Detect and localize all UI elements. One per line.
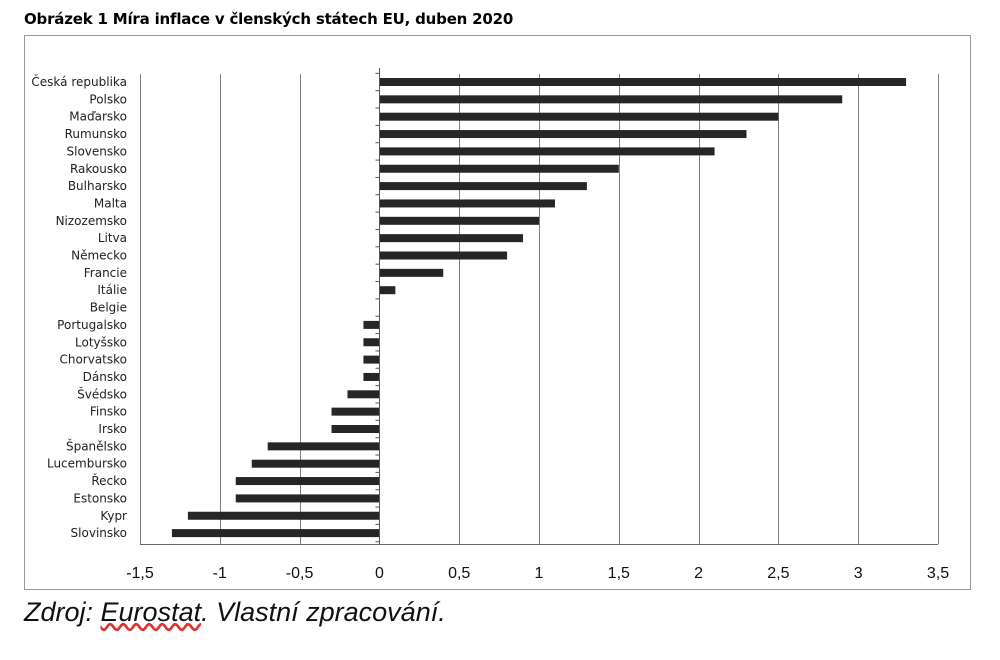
bar xyxy=(235,477,380,486)
category-label: Estonsko xyxy=(73,491,127,505)
source-link[interactable]: Eurostat xyxy=(100,597,202,627)
bar xyxy=(331,407,380,416)
bar xyxy=(379,251,508,260)
bar xyxy=(379,216,539,225)
bar xyxy=(187,511,380,520)
category-label: Francie xyxy=(84,266,127,280)
category-label: Belgie xyxy=(90,301,127,315)
bar xyxy=(363,372,380,381)
source-note: Zdroj: Eurostat. Vlastní zpracování. xyxy=(24,597,446,628)
category-label: Španělsko xyxy=(66,438,127,453)
bar xyxy=(363,355,380,364)
category-label: Malta xyxy=(94,196,127,210)
x-tick-label: 0,5 xyxy=(448,565,470,582)
bar xyxy=(379,95,843,104)
bar xyxy=(379,147,715,156)
bar xyxy=(379,164,619,173)
category-label: Portugalsko xyxy=(57,318,127,332)
x-tick-label: 1,5 xyxy=(608,565,630,582)
category-label: Řecko xyxy=(91,473,127,488)
x-tick-label: -1 xyxy=(213,565,227,582)
chart-title: Obrázek 1 Míra inflace v členských státe… xyxy=(24,10,514,28)
category-label: Rakousko xyxy=(70,162,127,176)
bar xyxy=(347,390,380,399)
bar xyxy=(379,199,555,208)
x-tick-label: -1,5 xyxy=(126,565,154,582)
bar xyxy=(171,529,380,538)
bar xyxy=(379,112,779,121)
category-label: Itálie xyxy=(97,283,127,297)
category-label: Lucembursko xyxy=(47,457,127,471)
category-label: Irsko xyxy=(98,422,127,436)
category-label: Slovinsko xyxy=(71,526,127,540)
x-tick-label: 2 xyxy=(694,565,703,582)
x-tick-label: 3,5 xyxy=(927,565,949,582)
bar xyxy=(379,268,444,277)
category-label: Dánsko xyxy=(83,370,127,384)
category-label: Lotyšsko xyxy=(75,335,127,349)
category-label: Kypr xyxy=(100,509,127,523)
category-label: Nizozemsko xyxy=(56,214,127,228)
bar xyxy=(235,494,380,503)
bar xyxy=(267,442,380,451)
bar xyxy=(379,234,524,243)
category-label: Litva xyxy=(98,231,127,245)
bar xyxy=(379,182,587,191)
x-tick-label: 2,5 xyxy=(767,565,789,582)
bar xyxy=(379,78,907,86)
bar xyxy=(379,286,396,295)
category-label: Švédsko xyxy=(77,386,127,401)
x-tick-label: 0 xyxy=(375,565,384,582)
category-label: Česká republika xyxy=(31,74,127,89)
bar xyxy=(363,338,380,347)
category-label: Slovensko xyxy=(67,144,128,158)
bar xyxy=(251,459,380,468)
category-label: Finsko xyxy=(90,405,127,419)
category-label: Německo xyxy=(71,249,127,263)
category-label: Bulharsko xyxy=(68,179,127,193)
x-tick-label: 3 xyxy=(854,565,863,582)
source-suffix: . Vlastní zpracování. xyxy=(201,597,446,627)
category-label: Maďarsko xyxy=(69,110,127,124)
category-label: Rumunsko xyxy=(65,127,127,141)
category-label: Polsko xyxy=(89,92,127,106)
bar xyxy=(331,425,380,433)
x-tick-label: -0,5 xyxy=(286,565,314,582)
bar xyxy=(379,130,747,139)
bar xyxy=(363,320,380,329)
chart-frame xyxy=(24,35,971,590)
category-label: Chorvatsko xyxy=(59,353,127,367)
source-prefix: Zdroj: xyxy=(24,597,101,627)
x-tick-label: 1 xyxy=(535,565,544,582)
